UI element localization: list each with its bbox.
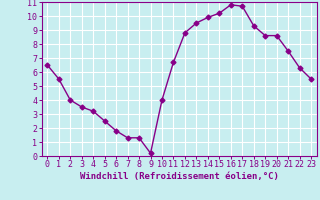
X-axis label: Windchill (Refroidissement éolien,°C): Windchill (Refroidissement éolien,°C) [80, 172, 279, 181]
